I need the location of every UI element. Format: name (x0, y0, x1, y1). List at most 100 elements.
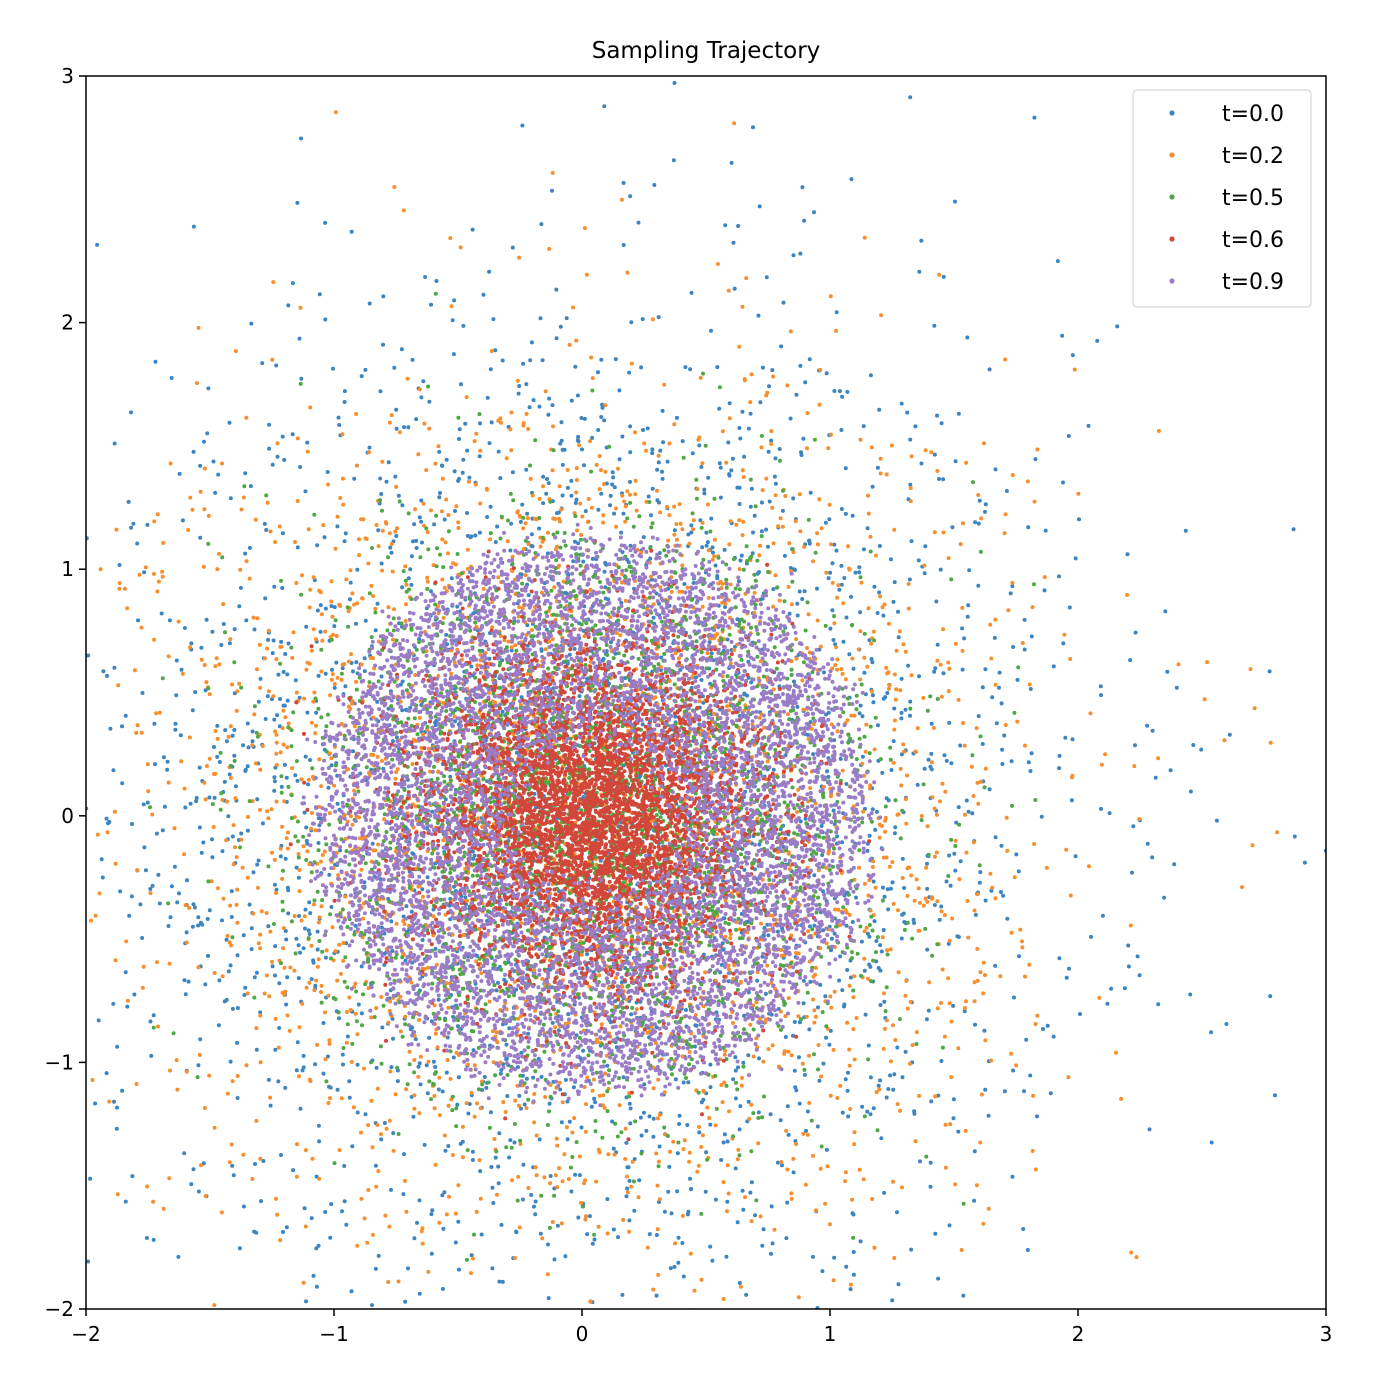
point (394, 426, 399, 431)
point (272, 788, 277, 793)
point (596, 1224, 601, 1229)
point (1000, 762, 1005, 766)
point (827, 517, 832, 522)
point (258, 946, 263, 951)
point (782, 553, 787, 558)
point (78, 850, 82, 854)
point (866, 493, 870, 498)
point (365, 1240, 370, 1245)
point (550, 188, 554, 193)
point (688, 367, 693, 372)
point (751, 1054, 756, 1059)
point (1273, 1093, 1277, 1098)
point (255, 862, 260, 867)
point (496, 418, 501, 423)
point (311, 958, 316, 963)
point (1131, 824, 1136, 829)
point (518, 519, 523, 524)
point (885, 887, 890, 892)
point (667, 441, 672, 446)
point (319, 990, 323, 994)
point (391, 1036, 395, 1041)
point (131, 521, 136, 526)
point (392, 365, 397, 370)
point (294, 1174, 299, 1179)
point (559, 420, 564, 425)
point (359, 1011, 364, 1016)
point (251, 870, 256, 875)
point (835, 657, 840, 662)
point (888, 1073, 892, 1078)
point (98, 567, 103, 572)
point (619, 600, 624, 605)
point (258, 676, 263, 681)
point (947, 1223, 952, 1228)
point (770, 1241, 775, 1246)
point (309, 826, 314, 831)
point (529, 543, 534, 548)
point (540, 539, 545, 544)
point (146, 789, 151, 794)
point (800, 185, 805, 190)
point (611, 475, 616, 480)
point (957, 877, 962, 882)
point (1022, 1089, 1026, 1094)
point (881, 613, 886, 618)
point (821, 1061, 826, 1066)
point (444, 632, 449, 637)
point (661, 440, 666, 445)
point (711, 658, 716, 663)
point (315, 964, 320, 969)
point (270, 462, 275, 467)
point (897, 629, 902, 634)
point (979, 516, 984, 521)
point (723, 605, 727, 609)
point (448, 896, 453, 901)
point (668, 1266, 673, 1271)
point (274, 657, 279, 662)
point (192, 905, 197, 910)
point (792, 1020, 797, 1024)
point (639, 365, 644, 370)
point (355, 1032, 360, 1037)
point (281, 669, 286, 674)
point (198, 489, 203, 494)
point (982, 1028, 987, 1033)
point (852, 713, 857, 718)
point (440, 476, 445, 481)
point (183, 992, 188, 997)
point (309, 648, 314, 653)
point (923, 544, 928, 549)
point (606, 597, 611, 602)
point (564, 316, 569, 321)
point (802, 589, 807, 594)
point (207, 756, 212, 761)
point (731, 1021, 735, 1025)
point (660, 469, 664, 474)
point (1061, 480, 1065, 485)
point (540, 358, 545, 363)
point (673, 651, 678, 656)
point (519, 1106, 523, 1111)
point (1027, 962, 1032, 967)
point (450, 318, 455, 323)
point (667, 1164, 672, 1169)
point (479, 1232, 484, 1237)
point (924, 1017, 929, 1022)
point (477, 454, 482, 459)
point (838, 954, 843, 959)
point (332, 605, 337, 610)
point (219, 1210, 224, 1215)
point (244, 618, 249, 623)
point (351, 669, 355, 674)
point (216, 1023, 221, 1028)
point (417, 1111, 422, 1116)
point (705, 651, 710, 656)
point (770, 368, 775, 373)
point (669, 1211, 674, 1216)
point (1174, 685, 1179, 690)
point (280, 726, 285, 731)
point (967, 568, 972, 573)
point (834, 310, 839, 315)
point (555, 1143, 560, 1148)
